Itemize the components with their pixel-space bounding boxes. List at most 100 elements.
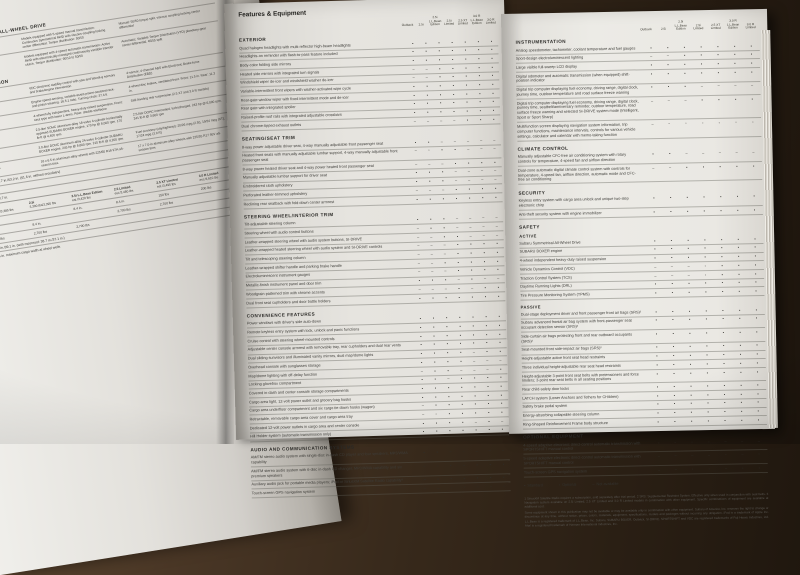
availability-marks: ▪ ▪ – ▪ ▪ ▪ ▪ <box>416 375 508 382</box>
availability-mark: – <box>480 147 483 152</box>
availability-marks: ▪ ▪ ▪ ▪ ▪ ▪ ▪ <box>406 39 498 46</box>
availability-mark: ▪ <box>470 268 473 273</box>
availability-mark: ▪ <box>684 71 686 76</box>
availability-mark: ▪ <box>441 148 443 153</box>
availability-mark: ▫ <box>701 120 704 126</box>
availability-mark: – <box>473 358 476 363</box>
availability-mark: ▪ <box>443 217 445 222</box>
availability-mark: – <box>418 287 421 292</box>
availability-mark: ▫ <box>691 439 693 444</box>
availability-marks: ▪ ▪ ▪ ▪ ▪ ▪ ▪ <box>414 332 506 339</box>
availability-mark: ▪ <box>430 226 432 231</box>
availability-mark: – <box>454 178 458 183</box>
availability-marks: ▪ ▪ – – – – – <box>418 448 510 455</box>
availability-mark: ▪ <box>688 281 690 286</box>
availability-mark: – <box>417 261 421 266</box>
trim-column-header: 2.5i L.L.Bean Edition <box>674 19 688 31</box>
availability-mark: ▪ <box>448 420 451 425</box>
availability-mark: ▪ <box>481 186 484 191</box>
availability-mark: ▪ <box>757 383 759 388</box>
availability-mark: – <box>724 466 728 471</box>
availability-mark: ▪ <box>474 393 476 398</box>
availability-mark: ▪ <box>489 462 491 467</box>
availability-mark: ▪ <box>687 255 690 260</box>
legend-item: – Not available <box>592 481 618 485</box>
feature-label: Seat-mounted front side-impact air bags … <box>521 346 602 353</box>
availability-mark: – <box>430 261 434 266</box>
feature-label: LATCH system (Lower Anchors and Tethers … <box>522 394 619 401</box>
availability-mark: ▪ <box>686 209 689 214</box>
availability-mark: ▪ <box>416 217 419 222</box>
feature-label: Dual front seat cupholders and door bott… <box>246 298 331 306</box>
availability-marks: ▪ ▪ ▪ ▪ ▪ ▪ ▪ <box>407 56 499 63</box>
availability-mark: – <box>418 270 421 275</box>
availability-mark: – <box>734 83 737 88</box>
availability-marks: ▪ ▪ ▪ ▪ ▪ ▪ ▪ <box>417 428 509 435</box>
availability-mark: – <box>469 216 472 221</box>
availability-mark: ▪ <box>751 69 753 74</box>
legend-label: Standard <box>527 482 543 488</box>
availability-mark: ▪ <box>421 395 424 400</box>
availability-mark: – <box>671 273 674 278</box>
availability-mark: ▪ <box>466 118 469 123</box>
availability-mark: ▪ <box>652 152 654 157</box>
availability-mark: ▪ <box>453 109 455 114</box>
availability-marks: ▪ ▪ ▪ – ▪ – – <box>413 276 505 283</box>
availability-mark: – <box>420 369 424 374</box>
availability-mark: – <box>444 269 447 274</box>
availability-mark: ▪ <box>740 369 742 374</box>
availability-mark: ▪ <box>654 256 656 261</box>
availability-mark: ▪ <box>753 207 756 212</box>
availability-mark: ▫ <box>691 466 694 471</box>
availability-marks: ▪ ▪ ▪ ▪ ▪ ▪ ▪ <box>408 100 500 107</box>
availability-mark: ▪ <box>706 344 708 349</box>
availability-mark: – <box>430 234 433 240</box>
availability-mark: – <box>456 225 459 230</box>
availability-mark: ▪ <box>420 360 423 365</box>
availability-marks: ▪ ▪ ▪ ▪ – ▪ ▪ <box>415 349 507 356</box>
availability-mark: – <box>428 188 432 193</box>
availability-marks: ▫ ▫ ▫ ▫ – – – <box>650 438 767 445</box>
availability-mark: ▪ <box>689 370 692 375</box>
availability-mark: ▪ <box>415 171 418 176</box>
availability-mark: ▪ <box>487 384 489 389</box>
availability-mark: ▪ <box>447 359 449 364</box>
availability-mark: ▪ <box>498 314 500 319</box>
availability-mark: ▪ <box>756 352 758 357</box>
availability-mark: – <box>486 367 489 372</box>
legend-label: Not available <box>596 481 619 486</box>
availability-marks: ▪ ▪ ▪ ▪ ▪ ▪ ▪ <box>415 341 507 348</box>
availability-mark: ▪ <box>457 260 460 265</box>
availability-mark: ▪ <box>451 48 454 53</box>
availability-mark: ▪ <box>462 428 464 433</box>
availability-mark: ▪ <box>707 410 709 415</box>
availability-mark: ▪ <box>490 39 493 44</box>
availability-mark: ▪ <box>461 394 463 399</box>
availability-mark: ▪ <box>474 402 477 407</box>
availability-mark: ▪ <box>650 71 653 76</box>
availability-marks: – – – ▪ ▪ ▪ ▪ <box>410 160 502 167</box>
availability-marks: ▪ ▪ – – – – – <box>645 150 762 157</box>
availability-marks: ▪ ▪ ▪ ▪ ▪ ▪ ▪ <box>643 70 760 77</box>
availability-mark: ▪ <box>448 411 451 416</box>
feature-label: Dual-zone automatic digital climate cont… <box>517 166 636 183</box>
availability-mark: ▪ <box>442 196 445 201</box>
availability-mark: ▪ <box>739 361 742 366</box>
availability-marks: ▪ ▪ ▪ – – – – <box>643 83 760 90</box>
availability-mark: ▪ <box>721 254 723 259</box>
feature-label: Tire Pressure Monitoring System (TPMS) <box>520 292 590 298</box>
availability-mark: ▪ <box>756 369 759 374</box>
availability-marks: – – – – ▪ ▪ ▪ <box>408 117 500 124</box>
trim-column-header: 3.0 R Limited <box>485 17 496 25</box>
feature-label: Subaru Symmetrical All-Wheel Drive <box>519 240 581 246</box>
availability-mark: ▫ <box>503 484 505 489</box>
availability-mark: ▪ <box>412 58 414 63</box>
availability-mark: – <box>495 224 498 229</box>
feature-label: Hill Holder system (automatic transmissi… <box>250 432 332 439</box>
availability-marks: ▪ ▪ ▪ ▪ ▪ ▪ ▪ <box>648 330 765 337</box>
feature-label: Subaru advanced frontal air bag system w… <box>520 318 632 330</box>
availability-mark: ▪ <box>427 110 429 115</box>
availability-mark: ▪ <box>737 254 740 259</box>
availability-mark: ▪ <box>477 39 480 44</box>
availability-mark: – <box>717 83 720 88</box>
